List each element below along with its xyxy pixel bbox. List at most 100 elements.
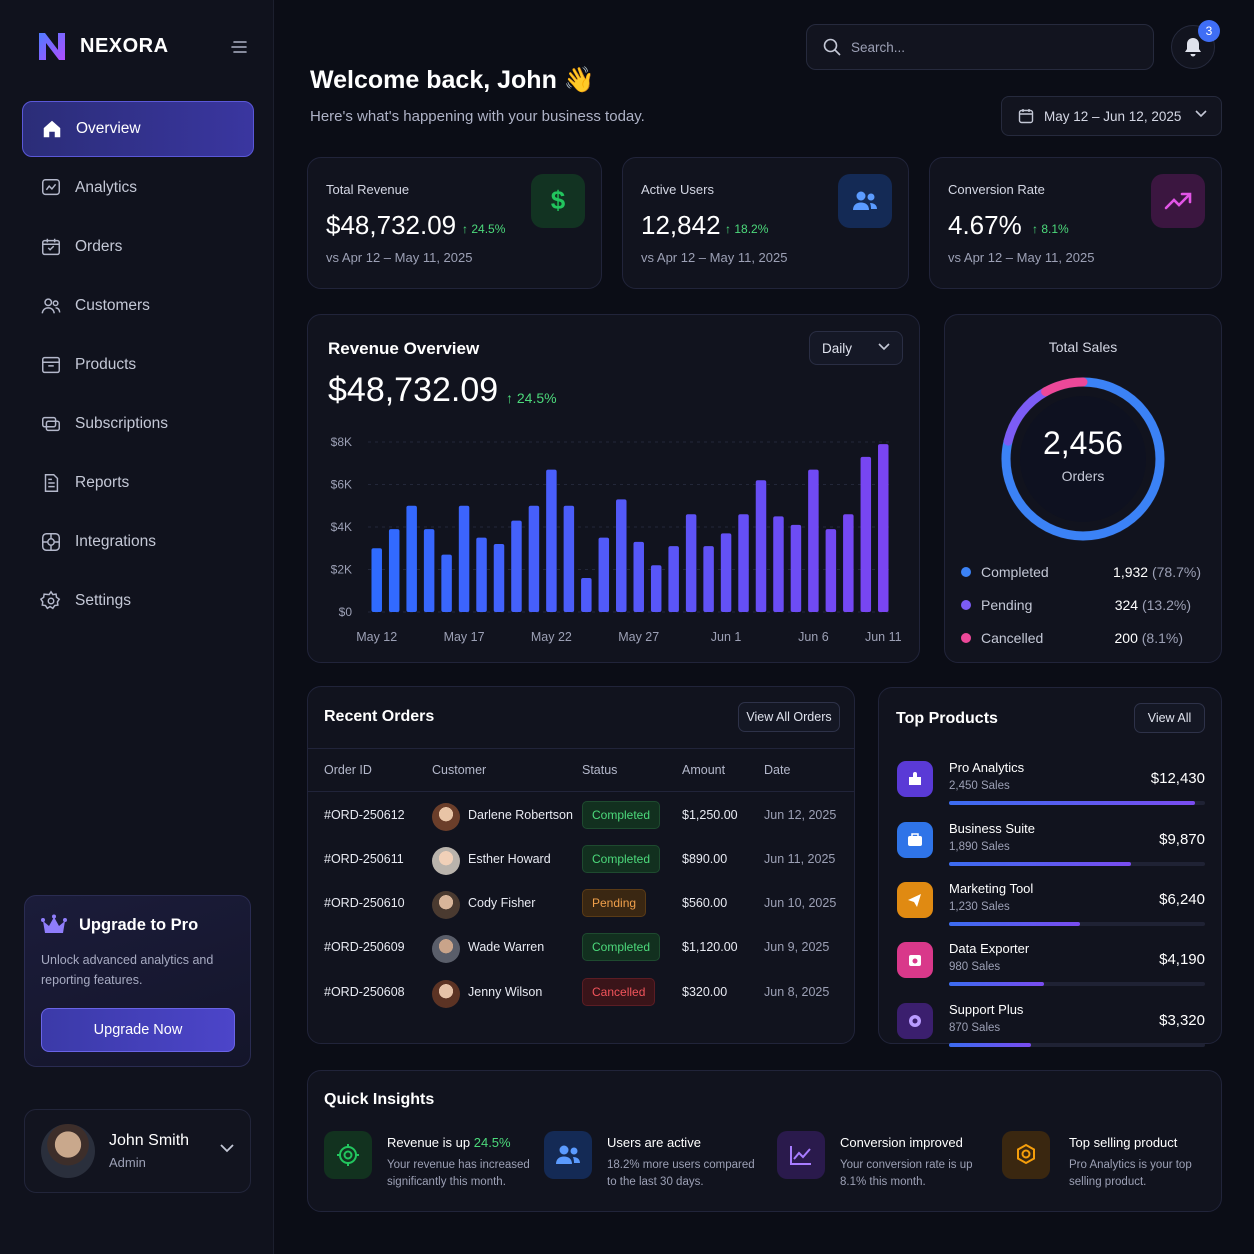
insight-title: Top selling product	[1069, 1135, 1178, 1150]
brand[interactable]: NEXORA	[36, 30, 169, 62]
product-sales: 1,230 Sales	[949, 901, 1010, 913]
revenue-bar[interactable]	[633, 541, 644, 612]
search-input[interactable]	[851, 39, 1131, 55]
sidebar-item-orders[interactable]: Orders	[22, 219, 254, 275]
revenue-bar[interactable]	[581, 578, 592, 612]
notifications-button[interactable]: 3	[1171, 20, 1220, 69]
revenue-bar[interactable]	[685, 514, 697, 612]
avatar	[432, 980, 460, 1008]
sidebar-item-label: Products	[75, 356, 137, 373]
revenue-bar[interactable]	[878, 444, 889, 612]
donut-segment-cancelled[interactable]	[1001, 377, 1165, 541]
revenue-bar[interactable]	[458, 505, 470, 612]
sidebar-item-analytics[interactable]: Analytics	[22, 160, 254, 216]
legend-percent: (13.2%)	[1141, 597, 1191, 613]
sidebar-item-settings[interactable]: Settings	[22, 573, 254, 629]
product-item[interactable]: Data Exporter 980 Sales $4,190	[897, 939, 1205, 999]
revenue-bar[interactable]	[598, 537, 610, 612]
upgrade-now-button[interactable]: Upgrade Now	[41, 1008, 235, 1052]
product-item[interactable]: Business Suite 1,890 Sales $9,870	[897, 819, 1205, 879]
order-amount: $320.00	[682, 985, 728, 999]
orders-icon	[42, 238, 60, 256]
revenue-bar[interactable]	[388, 529, 400, 612]
revenue-bar[interactable]	[668, 546, 679, 612]
legend-label: Pending	[981, 597, 1033, 613]
revenue-bar[interactable]	[406, 505, 417, 612]
column-header-order-id[interactable]: Order ID	[324, 763, 372, 777]
revenue-bar[interactable]	[720, 533, 732, 612]
collapse-menu-icon[interactable]	[226, 36, 252, 58]
x-tick-label: Jun 6	[798, 630, 829, 644]
product-item[interactable]: Pro Analytics 2,450 Sales $12,430	[897, 758, 1205, 818]
customer-name: Jenny Wilson	[468, 985, 543, 999]
x-tick-label: May 17	[444, 630, 485, 644]
column-header-amount[interactable]: Amount	[682, 763, 726, 777]
top-products-title: Top Products	[896, 710, 998, 727]
sidebar-item-customers[interactable]: Customers	[22, 278, 254, 334]
date-range-picker[interactable]: May 12 – Jun 12, 2025	[1001, 96, 1222, 136]
product-revenue: $4,190	[1159, 951, 1205, 968]
order-id: #ORD-250610	[324, 896, 405, 910]
status-badge: Pending	[582, 889, 647, 917]
star-badge-icon	[1002, 1131, 1050, 1179]
column-header-status[interactable]: Status	[582, 763, 618, 777]
upgrade-title-text: Upgrade to Pro	[79, 915, 199, 934]
order-amount: $560.00	[682, 896, 728, 910]
revenue-bar[interactable]	[650, 565, 662, 612]
trending-up-icon	[1151, 174, 1205, 228]
revenue-bar[interactable]	[546, 469, 557, 612]
product-item[interactable]: Marketing Tool 1,230 Sales $6,240	[897, 879, 1205, 939]
revenue-bar[interactable]	[423, 529, 435, 612]
order-amount: $890.00	[682, 852, 728, 866]
sidebar-item-subscriptions[interactable]: Subscriptions	[22, 396, 254, 452]
status-badge: Completed	[582, 845, 661, 873]
revenue-bar[interactable]	[790, 524, 802, 612]
total-sales-title: Total Sales	[1048, 339, 1118, 355]
sidebar-item-label: Overview	[76, 120, 141, 137]
revenue-bar[interactable]	[563, 505, 575, 612]
sidebar-item-overview[interactable]: Overview	[22, 101, 254, 157]
table-row[interactable]: #ORD-250610 Cody Fisher Pending $560.00 …	[308, 883, 856, 927]
product-item[interactable]: Support Plus 870 Sales $3,320	[897, 1000, 1205, 1060]
revenue-bar[interactable]	[860, 456, 872, 612]
table-row[interactable]: #ORD-250608 Jenny Wilson Cancelled $320.…	[308, 972, 856, 1016]
customer-name: Darlene Robertson	[468, 808, 573, 822]
table-row[interactable]: #ORD-250612 Darlene Robertson Completed …	[308, 795, 856, 839]
view-all-products-button[interactable]: View All	[1134, 703, 1205, 733]
insight-title: Revenue is up 24.5%	[387, 1135, 511, 1150]
chevron-down-icon[interactable]	[220, 1144, 234, 1153]
revenue-bar[interactable]	[371, 548, 382, 612]
page-subtitle: Here's what's happening with your busine…	[310, 108, 645, 125]
bell-icon	[1185, 38, 1201, 57]
user-profile-card[interactable]: John Smith Admin	[24, 1109, 251, 1193]
upgrade-description: Unlock advanced analytics and reporting …	[41, 953, 214, 987]
revenue-bar[interactable]	[616, 499, 627, 612]
column-header-date[interactable]: Date	[764, 763, 791, 777]
revenue-bar[interactable]	[755, 480, 767, 612]
table-row[interactable]: #ORD-250611 Esther Howard Completed $890…	[308, 839, 856, 883]
revenue-bar[interactable]	[476, 537, 487, 612]
revenue-bar[interactable]	[441, 554, 452, 612]
revenue-bar[interactable]	[493, 544, 505, 612]
search-bar[interactable]	[806, 24, 1154, 70]
column-header-customer[interactable]: Customer	[432, 763, 487, 777]
table-row[interactable]: #ORD-250609 Wade Warren Completed $1,120…	[308, 927, 856, 971]
period-select[interactable]: Daily	[809, 331, 903, 365]
order-amount: $1,120.00	[682, 940, 738, 954]
revenue-bar[interactable]	[738, 514, 749, 612]
revenue-bar[interactable]	[825, 529, 837, 612]
revenue-bar[interactable]	[528, 505, 540, 612]
dollar-icon: $	[531, 174, 585, 228]
sidebar-item-label: Customers	[75, 297, 150, 314]
legend-dot	[961, 600, 971, 610]
revenue-bar[interactable]	[703, 546, 714, 612]
sidebar-item-reports[interactable]: Reports	[22, 455, 254, 511]
view-all-orders-button[interactable]: View All Orders	[738, 702, 840, 732]
revenue-bar[interactable]	[843, 514, 854, 612]
kpi-value: $48,732.09	[326, 210, 457, 240]
revenue-bar[interactable]	[511, 520, 522, 612]
sidebar-item-integrations[interactable]: Integrations	[22, 514, 254, 570]
sidebar-item-products[interactable]: Products	[22, 337, 254, 393]
revenue-bar[interactable]	[773, 516, 784, 612]
revenue-bar[interactable]	[808, 469, 819, 612]
